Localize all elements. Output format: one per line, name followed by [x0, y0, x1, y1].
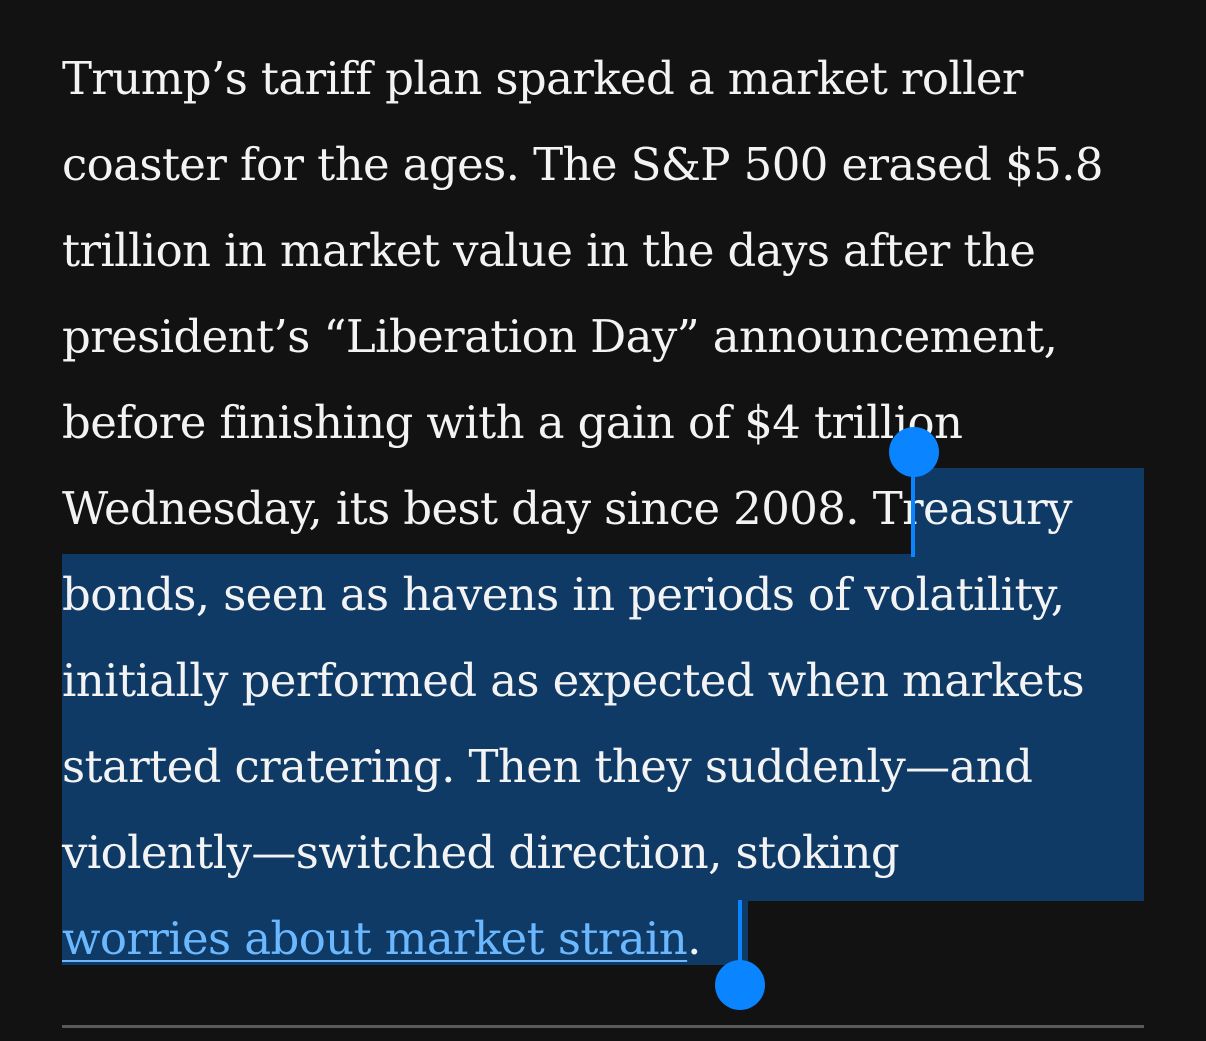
selection-highlight-block: [62, 554, 1144, 901]
selected-line: violently—switched direction, stoking: [62, 826, 900, 879]
paragraph-line-with-selection-start: Wednesday, its best day since 2008. Trea…: [62, 466, 1162, 552]
sentence-end-punctuation: .: [687, 912, 701, 965]
selected-text-start: Treasury: [872, 482, 1073, 535]
paragraph-line: before finishing with a gain of $4 trill…: [62, 396, 963, 449]
unselected-text: Wednesday, its best day since 2008.: [62, 482, 873, 535]
market-strain-link[interactable]: worries about market strain: [62, 912, 688, 965]
paragraph-line: coaster for the ages. The S&P 500 erased…: [62, 138, 1103, 191]
paragraph-line: Trump’s tariff plan sparked a market rol…: [62, 52, 1023, 105]
selection-end-caret: [738, 900, 742, 984]
selected-line: started cratering. Then they suddenly—an…: [62, 740, 1033, 793]
paragraph-line: trillion in market value in the days aft…: [62, 224, 1036, 277]
selected-line: initially performed as expected when mar…: [62, 654, 1085, 707]
selection-start-caret: [911, 455, 915, 557]
selection-highlight-head: [912, 468, 1144, 554]
selected-line: bonds, seen as havens in periods of vola…: [62, 568, 1065, 621]
selected-line-with-link: worries about market strain.: [62, 896, 1162, 982]
section-divider: [62, 1025, 1144, 1028]
selection-highlight-tail: [62, 901, 748, 965]
selection-end-handle-icon[interactable]: [715, 960, 765, 1010]
paragraph-line: president’s “Liberation Day” announcemen…: [62, 310, 1058, 363]
article-paragraph[interactable]: Trump’s tariff plan sparked a market rol…: [62, 36, 1162, 982]
